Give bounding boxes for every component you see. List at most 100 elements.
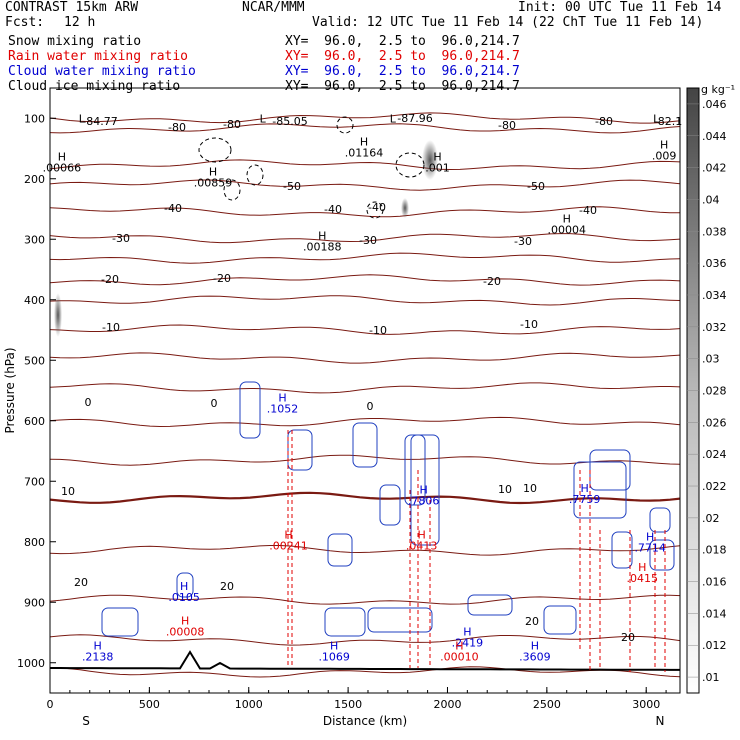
field-rain-name: Rain water mixing ratio: [8, 49, 189, 64]
colorbar-label: .038: [702, 225, 727, 238]
cloud-water-contour: [101, 607, 139, 637]
extremum-value: .1052: [267, 402, 299, 415]
y-tick-label: 700: [24, 475, 45, 488]
cloud-ice-contour: [395, 152, 425, 178]
extremum-value: .00188: [303, 240, 342, 253]
isotherm-label: -85.05: [272, 115, 307, 128]
isotherm-line: [50, 352, 680, 364]
field-cloudwater-name: Cloud water mixing ratio: [8, 64, 196, 79]
colorbar-label: .014: [702, 607, 727, 620]
isotherm-label: 20: [525, 615, 539, 628]
isotherm-line: [50, 233, 680, 244]
colorbar-label: .01: [702, 671, 720, 684]
extremum-value: .0413: [406, 540, 438, 553]
colorbar-label: .046: [702, 98, 727, 111]
colorbar-label: .044: [702, 130, 727, 143]
cloud-water-contour: [352, 422, 378, 468]
x-tick-label: 3000: [632, 698, 660, 711]
colorbar-label: .03: [702, 353, 720, 366]
isotherm-line: [50, 123, 680, 134]
x-tick-label: 2000: [433, 698, 461, 711]
extremum-marker: H: [660, 139, 668, 152]
isotherm-label: -80: [498, 119, 516, 132]
cloud-water-contour: [379, 484, 401, 526]
cloud-water-contour: [649, 507, 671, 533]
cloud-water-contour: [589, 449, 631, 491]
isotherm-label: -82.1: [654, 115, 682, 128]
field-cloudice-name: Cloud ice mixing ratio: [8, 79, 181, 94]
field-rain-xy: XY= 96.0, 2.5 to 96.0,214.7: [285, 49, 520, 64]
isotherm-label: 10: [498, 483, 512, 496]
isotherm-label: -50: [527, 180, 545, 193]
cloud-ice-contour: [366, 201, 384, 219]
extremum-marker: H: [419, 483, 427, 496]
isotherm-line: [50, 666, 680, 678]
extremum-marker: H: [531, 639, 539, 652]
extremum-marker: L: [79, 112, 86, 125]
extremum-value: .7714: [634, 542, 666, 555]
extremum-marker: H: [433, 151, 441, 164]
isotherm-line: [50, 454, 680, 466]
y-tick-label: 200: [24, 173, 45, 186]
valid-time: Valid: 12 UTC Tue 11 Feb 14 (22 ChT Tue …: [312, 15, 704, 30]
cloud-water-contour: [410, 434, 440, 546]
y-tick-label: 900: [24, 596, 45, 609]
extremum-marker: L: [390, 112, 397, 125]
field-snow-name: Snow mixing ratio: [8, 34, 142, 49]
cloud-water-contour: [649, 539, 675, 571]
cloud-ice-contour: [336, 116, 354, 134]
isotherm-label: 0: [211, 397, 218, 410]
extremum-marker: H: [646, 531, 654, 544]
colorbar-label: .034: [702, 289, 727, 302]
y-tick-label: 500: [24, 354, 45, 367]
isotherm-label: -80: [223, 118, 241, 131]
cloud-water-contour: [176, 572, 194, 598]
extremum-value: .3609: [519, 650, 551, 663]
isotherm-label: -40: [324, 203, 342, 216]
extremum-value: .01164: [345, 146, 384, 159]
y-tick-label: 100: [24, 112, 45, 125]
colorbar-label: .02: [702, 512, 720, 525]
isotherm-line: [50, 324, 680, 335]
colorbar-label: .022: [702, 480, 727, 493]
north-end-label: N: [656, 714, 665, 728]
isotherm-label: -40: [368, 201, 386, 214]
extremum-value: .2138: [82, 650, 114, 663]
colorbar-label: .042: [702, 162, 727, 175]
colorbar-label: .024: [702, 448, 727, 461]
extremum-marker: H: [284, 529, 292, 542]
snow-shading: [54, 293, 62, 337]
extremum-marker: H: [455, 639, 463, 652]
extremum-marker: H: [180, 580, 188, 593]
extremum-value: .1069: [318, 650, 350, 663]
cloud-water-contour: [543, 605, 577, 635]
extremum-value: .00010: [440, 650, 479, 663]
cloud-water-contour: [327, 533, 353, 567]
extremum-marker: L: [653, 112, 660, 125]
plot-frame: [49, 87, 681, 694]
fcst-label: Fcst:: [5, 15, 45, 30]
y-tick-label: 400: [24, 294, 45, 307]
model-title: CONTRAST 15km ARW: [5, 0, 139, 15]
extremum-marker: H: [209, 166, 217, 179]
extremum-value: .00008: [166, 626, 205, 639]
isotherm-label: -20: [483, 275, 501, 288]
fcst-value: 12 h: [64, 15, 96, 30]
x-tick-label: 2500: [533, 698, 561, 711]
cloud-water-contour: [404, 434, 426, 506]
isotherm-label: -50: [283, 180, 301, 193]
extremum-value: .7806: [408, 494, 440, 507]
isotherm-label: -20: [213, 272, 231, 285]
extremum-marker: H: [278, 391, 286, 404]
colorbar-label: .026: [702, 416, 727, 429]
cloud-ice-contour: [246, 164, 264, 186]
isotherm-line: [50, 545, 680, 556]
isotherm-label: 10: [523, 482, 537, 495]
cloud-water-contour: [467, 594, 513, 616]
y-tick-label: 800: [24, 536, 45, 549]
extremum-value: .00241: [269, 540, 308, 553]
extremum-marker: H: [563, 212, 571, 225]
cloud-water-contour: [239, 381, 261, 439]
x-tick-label: 1500: [334, 698, 362, 711]
